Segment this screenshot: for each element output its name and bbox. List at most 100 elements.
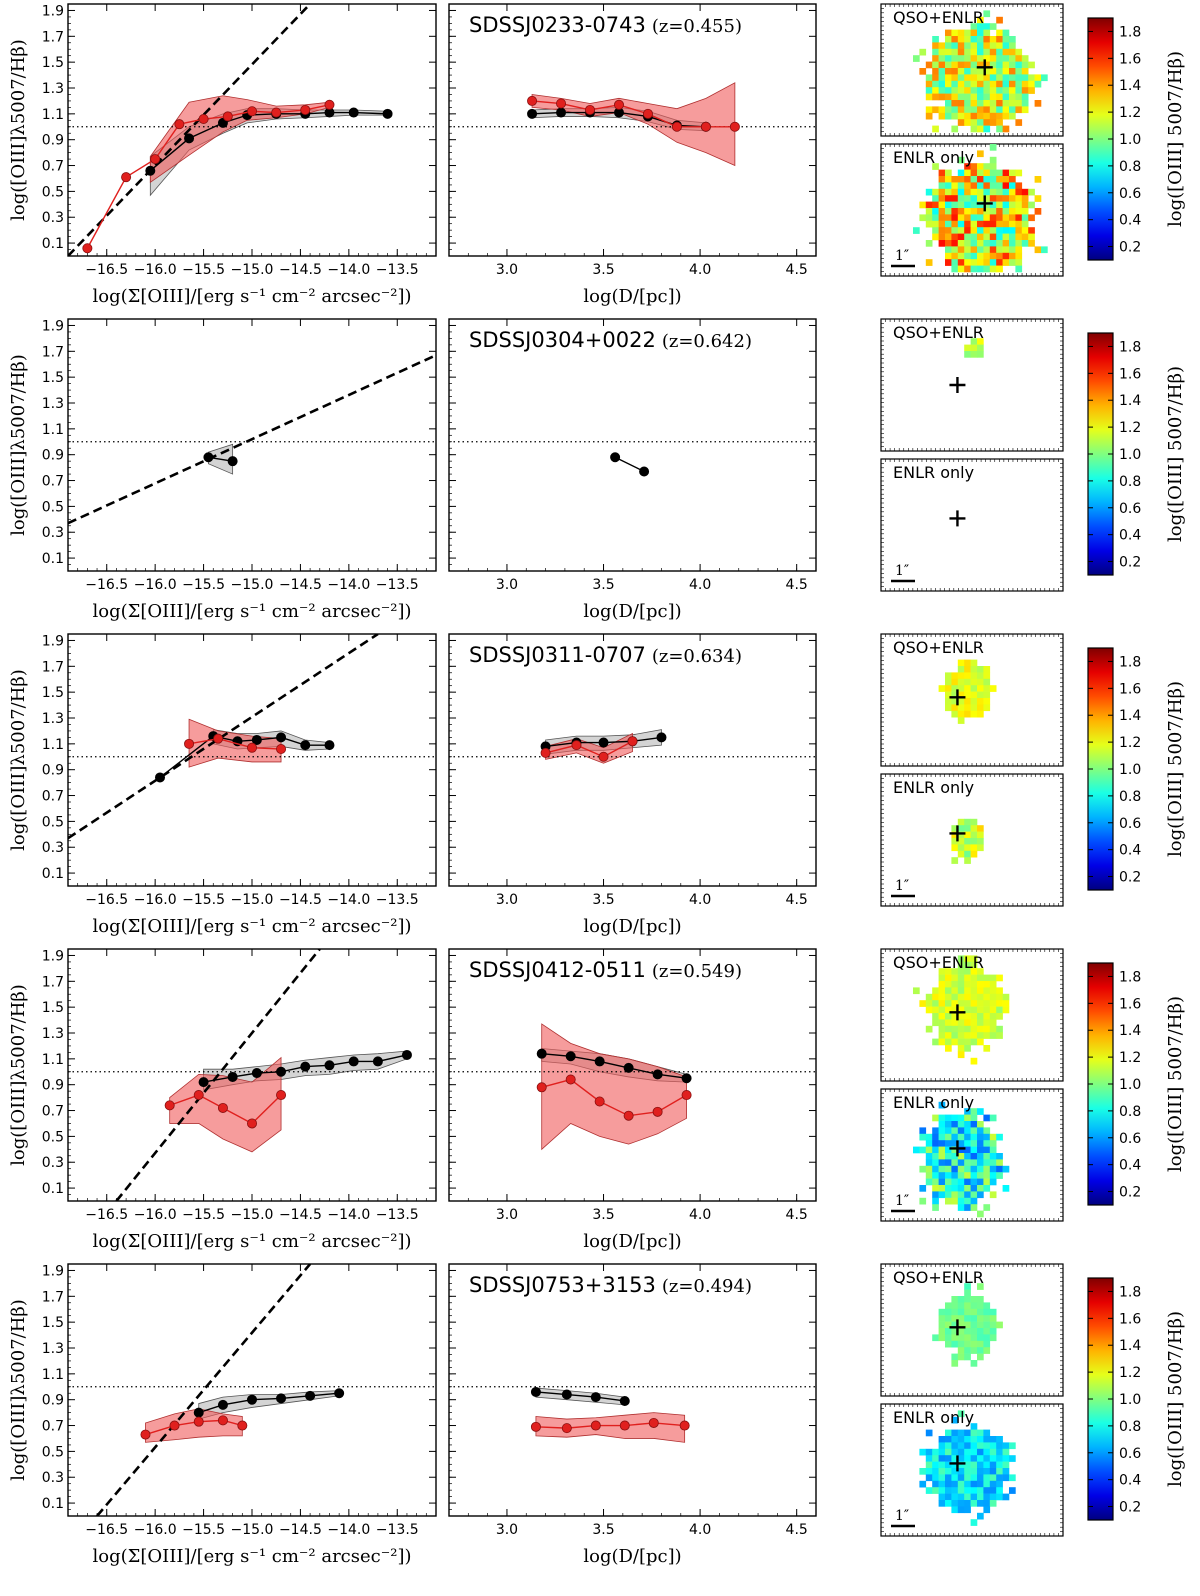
qso-enlr-data-point xyxy=(324,740,335,751)
map-pixel xyxy=(945,1197,952,1205)
map-pixel xyxy=(957,1308,965,1316)
map-pixel xyxy=(970,1468,978,1475)
colorbar-2: 0.2 0.4 0.6 0.8 1.0 1.2 1.4 1.6 1.8 log([OIII] 50… xyxy=(1087,332,1186,576)
map-pixel xyxy=(970,74,978,82)
map-pixel xyxy=(983,100,991,107)
map-pixel xyxy=(932,93,939,101)
object-name: SDSSJ0304+0022 xyxy=(469,328,656,352)
enlr-only-band xyxy=(545,732,633,764)
map-pixel xyxy=(957,987,965,995)
map-pixel xyxy=(1002,112,1010,120)
map-pixel xyxy=(964,1302,971,1310)
map-pixel xyxy=(938,1493,946,1501)
map-pixel xyxy=(945,981,952,988)
left-panel-5: −16.5 −16.0 −15.5 −15.0 −14.5 −14.0 −13.5 0.1 0.… xyxy=(8,1263,437,1567)
map-pixel xyxy=(1002,125,1010,133)
map-pixel xyxy=(957,1204,965,1211)
map-pixel xyxy=(938,68,946,75)
map-pixel xyxy=(1009,227,1016,234)
map-pixel xyxy=(951,1185,959,1192)
map-pixel xyxy=(996,1474,1003,1482)
y-tick-label: 0.9 xyxy=(42,1393,64,1409)
map-pixel xyxy=(964,1289,971,1297)
qso-enlr-data-point xyxy=(639,466,650,477)
colorbar-tick-label: 0.6 xyxy=(1119,501,1141,517)
map-pixel xyxy=(977,233,984,241)
map-pixel xyxy=(983,182,991,190)
map-pixel xyxy=(964,850,971,858)
map-pixel xyxy=(1015,214,1023,222)
map-pixel xyxy=(932,1474,939,1482)
map-pixel xyxy=(938,80,946,88)
enlr-only-data-point xyxy=(613,99,624,110)
map-pixel xyxy=(945,36,952,43)
map-pixel xyxy=(970,1185,978,1192)
map-pixel xyxy=(919,1468,927,1475)
map-pixel xyxy=(989,1455,997,1462)
map-pixel xyxy=(1021,87,1029,94)
map-pixel xyxy=(964,1487,971,1494)
map-pixel xyxy=(1015,195,1023,202)
map-pixel xyxy=(964,74,971,82)
map-pixel xyxy=(964,1019,971,1027)
x-tick-label: −14.5 xyxy=(279,1522,322,1538)
map-pixel xyxy=(1002,1461,1010,1469)
enlr-only-data-point xyxy=(217,1415,228,1426)
map-pixel xyxy=(945,208,952,215)
map-pixel xyxy=(977,265,984,273)
map-pixel xyxy=(989,981,997,988)
map-pixel xyxy=(1009,188,1016,196)
map-pixel xyxy=(938,1436,946,1443)
map-pixel xyxy=(983,233,991,241)
map-pixel xyxy=(951,1500,959,1507)
x-tick-label: 3.0 xyxy=(496,262,518,278)
map-pixel xyxy=(1002,176,1010,183)
map-pixel xyxy=(989,227,997,234)
map-pixel xyxy=(989,61,997,69)
map-pixel xyxy=(945,42,952,50)
enlr-only-series-line xyxy=(188,737,282,750)
map-pixel xyxy=(970,338,978,345)
enlr-only-data-point xyxy=(700,121,711,132)
map-pixel xyxy=(970,93,978,101)
map-pixel xyxy=(989,259,997,266)
map-pixel xyxy=(945,1006,952,1014)
panel-title: SDSSJ0304+0022 (z=0.642) xyxy=(469,328,752,352)
colorbar-tick-label: 0.6 xyxy=(1119,816,1141,832)
map-pixel xyxy=(977,100,984,107)
map-pixel xyxy=(983,1448,991,1456)
enlr-only-data-point xyxy=(276,744,287,755)
qso-enlr-data-point xyxy=(305,1390,316,1401)
enlr-only-map-2: ENLR only 1″ xyxy=(880,458,1064,592)
map-pixel xyxy=(989,208,997,215)
x-tick-label: 3.0 xyxy=(496,1522,518,1538)
map-pixel xyxy=(945,29,952,37)
map-pixel xyxy=(957,176,965,183)
y-tick-label: 1.9 xyxy=(42,1263,64,1279)
map-pixel xyxy=(938,61,946,69)
map-pixel xyxy=(970,1000,978,1007)
map-pixel xyxy=(1002,1442,1010,1450)
map-pixel xyxy=(996,1455,1003,1462)
map-pixel xyxy=(919,1165,927,1173)
map-pixel xyxy=(957,182,965,190)
x-tick-label: −16.5 xyxy=(85,577,128,593)
map-pixel xyxy=(938,1500,946,1507)
map-pixel xyxy=(964,710,971,718)
map-pixel xyxy=(1021,195,1029,202)
map-pixel xyxy=(964,220,971,228)
map-pixel xyxy=(970,1308,978,1316)
map-pixel xyxy=(989,1025,997,1033)
map-pixel xyxy=(989,1133,997,1141)
map-pixel xyxy=(951,1302,959,1310)
map-pixel xyxy=(983,188,991,196)
map-pixel xyxy=(983,993,991,1001)
map-pixel xyxy=(964,1442,971,1450)
y-tick-label: 0.7 xyxy=(42,789,64,805)
map-pixel xyxy=(957,208,965,215)
map-pixel xyxy=(964,87,971,94)
map-pixel xyxy=(957,119,965,126)
enlr-only-data-point xyxy=(594,1096,605,1107)
map-pixel xyxy=(951,220,959,228)
map-pixel xyxy=(964,1000,971,1007)
